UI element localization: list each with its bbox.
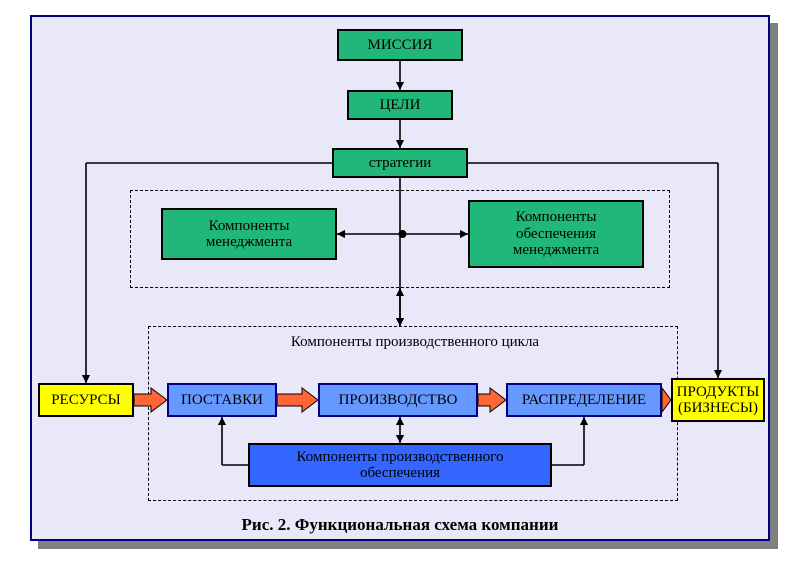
node-prod-support-label: Компоненты производственного обеспечения — [297, 449, 504, 482]
node-supplies: ПОСТАВКИ — [167, 383, 277, 417]
node-goals-label: ЦЕЛИ — [380, 97, 421, 114]
diagram-stage: { "canvas": { "width": 800, "height": 56… — [0, 0, 800, 563]
node-supplies-label: ПОСТАВКИ — [181, 392, 263, 409]
node-production-label: ПРОИЗВОДСТВО — [339, 392, 458, 409]
node-mission-label: МИССИЯ — [367, 37, 432, 54]
node-products-label: ПРОДУКТЫ (БИЗНЕСЫ) — [677, 384, 760, 417]
node-production: ПРОИЗВОДСТВО — [318, 383, 478, 417]
node-products: ПРОДУКТЫ (БИЗНЕСЫ) — [671, 378, 765, 422]
node-support-comp-label: Компоненты обеспечения менеджмента — [513, 209, 599, 259]
node-mgmt-comp: Компоненты менеджмента — [161, 208, 337, 260]
node-distribution-label: РАСПРЕДЕЛЕНИЕ — [522, 392, 646, 409]
node-mgmt-comp-label: Компоненты менеджмента — [206, 218, 292, 251]
figure-caption-text: Рис. 2. Функциональная схема компании — [242, 515, 559, 534]
node-strategies: стратегии — [332, 148, 468, 178]
node-resources-label: РЕСУРСЫ — [51, 392, 121, 409]
figure-caption: Рис. 2. Функциональная схема компании — [200, 515, 600, 535]
node-mission: МИССИЯ — [337, 29, 463, 61]
node-resources: РЕСУРСЫ — [38, 383, 134, 417]
node-distribution: РАСПРЕДЕЛЕНИЕ — [506, 383, 662, 417]
node-prod-support: Компоненты производственного обеспечения — [248, 443, 552, 487]
prod-cycle-label: Компоненты производственного цикла — [250, 334, 580, 351]
node-strategies-label: стратегии — [369, 155, 432, 172]
node-support-comp: Компоненты обеспечения менеджмента — [468, 200, 644, 268]
node-goals: ЦЕЛИ — [347, 90, 453, 120]
prod-cycle-label-text: Компоненты производственного цикла — [291, 334, 539, 350]
